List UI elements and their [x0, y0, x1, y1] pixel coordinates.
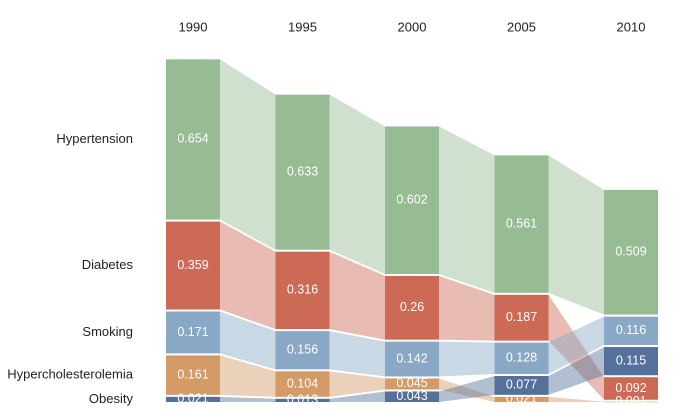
ribbon [329, 371, 385, 397]
value-label: 0.561 [506, 216, 537, 230]
bar [494, 155, 549, 293]
value-label: 0.013 [287, 393, 318, 407]
value-label: 0.359 [177, 258, 208, 272]
ribbon [220, 311, 276, 370]
bar [166, 311, 220, 354]
ribbon [329, 251, 385, 340]
bar [385, 391, 439, 402]
bar [494, 294, 549, 341]
bar [604, 347, 658, 376]
bar [494, 396, 549, 402]
value-label: 0.021 [177, 392, 208, 406]
bar [604, 316, 658, 346]
legend-label: Hypercholesterolemia [7, 367, 133, 382]
bar [385, 126, 439, 274]
ribbon [220, 396, 276, 402]
bar [385, 275, 439, 340]
legend-label: Diabetes [82, 257, 134, 272]
legend-label: Hypertension [56, 131, 133, 146]
ribbon [439, 341, 495, 377]
ribbon [439, 378, 495, 402]
ribbon [329, 94, 385, 274]
value-label: 0.001 [615, 394, 646, 408]
value-label: 0.171 [177, 325, 208, 339]
value-label: 0.092 [615, 381, 646, 395]
value-label: 0.115 [616, 353, 646, 367]
value-label: 0.104 [287, 376, 318, 390]
bar [494, 375, 549, 395]
value-label: 0.26 [400, 300, 424, 314]
bar [604, 189, 658, 315]
x-tick-label: 1990 [179, 19, 208, 34]
ribbon [220, 59, 276, 250]
x-tick-label: 2000 [398, 19, 427, 34]
value-label: 0.128 [506, 351, 537, 365]
bar [385, 378, 439, 390]
ribbon [548, 396, 604, 402]
ribbon [548, 347, 604, 395]
bar [385, 341, 439, 377]
value-label: 0.156 [287, 343, 318, 357]
bar [275, 398, 330, 402]
ribbons [220, 59, 604, 402]
legend-label: Obesity [89, 391, 134, 406]
bar [604, 401, 658, 403]
bar [275, 331, 330, 370]
ribbon [329, 391, 385, 402]
value-label: 0.043 [396, 389, 427, 403]
ribbon [439, 126, 495, 293]
value-label: 0.633 [287, 164, 318, 178]
bar [494, 342, 549, 374]
ribbon [548, 316, 604, 374]
ribbon [439, 275, 495, 341]
value-label: 0.142 [396, 351, 427, 365]
value-label: 0.316 [287, 283, 318, 297]
legend-label: Smoking [82, 324, 133, 339]
x-tick-label: 2005 [507, 19, 536, 34]
ribbon [548, 294, 604, 400]
value-label: 0.654 [177, 132, 208, 146]
bar [275, 94, 330, 250]
bar [604, 377, 658, 400]
value-label: 0.602 [396, 193, 427, 207]
bar [166, 355, 220, 395]
ribbon [220, 355, 276, 397]
bars: 0.654 0.359 0.171 0.161 0.021 0.633 0.316 0.156… [166, 59, 658, 408]
x-tick-label: 1995 [288, 19, 317, 34]
bar [166, 221, 220, 310]
value-label: 0.116 [616, 323, 646, 337]
value-label: 0.187 [506, 310, 537, 324]
ribbon [329, 331, 385, 377]
value-label: 0.161 [177, 367, 208, 381]
ribbon [220, 221, 276, 330]
bar [166, 59, 220, 220]
value-label: 0.509 [615, 245, 646, 259]
value-label: 0.077 [506, 378, 537, 392]
value-label: 0.045 [396, 376, 427, 390]
ribbon [548, 155, 604, 315]
ribbon [439, 375, 495, 402]
bar [275, 251, 330, 330]
bar [166, 396, 220, 402]
bar [275, 371, 330, 397]
x-tick-label: 2010 [617, 19, 646, 34]
value-label: 0.021 [506, 392, 537, 406]
